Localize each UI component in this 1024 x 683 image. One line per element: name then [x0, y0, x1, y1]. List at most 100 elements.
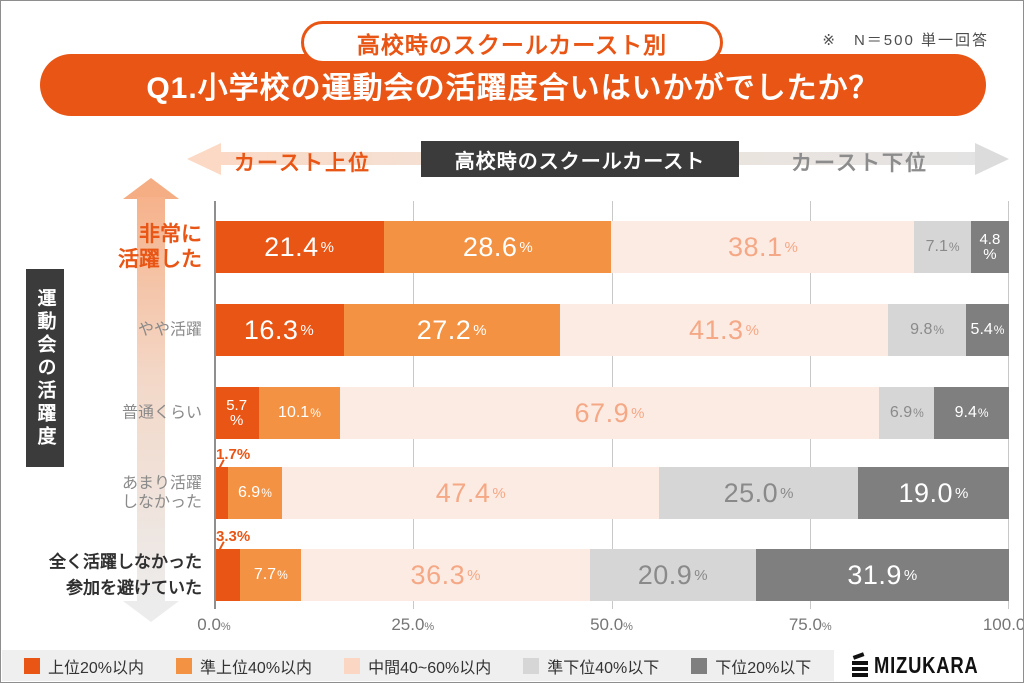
bar-segment: 4.8% — [970, 221, 1009, 273]
x-tick-label: 100.0% — [982, 615, 1024, 634]
bar-segment: 25.0% — [659, 467, 858, 519]
caste-arrow-right-head-icon — [975, 143, 1009, 175]
bar-segment: 67.9% — [339, 387, 880, 439]
legend-item: 下位20%以下 — [691, 654, 811, 678]
legend-label: 準上位40%以内 — [200, 659, 313, 677]
segment-value-label: 31.9 — [847, 559, 902, 590]
bar-segment: 9.8% — [888, 304, 967, 356]
bar-row: 21.4% 28.6% 38.1% 7.1% 4.8% — [214, 221, 1009, 273]
segment-value-label: 20.9 — [637, 559, 693, 590]
y-axis-title: 運動会の活躍度 — [34, 287, 56, 449]
bar-segment: 47.4% — [282, 467, 660, 519]
bar-segment: 5.7% — [214, 387, 260, 439]
bar-segment: 9.4% — [934, 387, 1009, 439]
bar-segment: 7.7% — [240, 549, 302, 601]
legend-item: 準下位40%以下 — [523, 654, 659, 678]
bar-segment: 36.3% — [301, 549, 590, 601]
bar-segment: 16.3% — [214, 304, 344, 356]
activity-arrow-up-head-icon — [123, 178, 179, 199]
legend-item: 上位20%以内 — [24, 654, 144, 678]
bar-segment: 19.0% — [857, 467, 1009, 519]
legend-swatch — [24, 657, 40, 674]
segment-value-label: 27.2 — [416, 314, 472, 345]
segment-value-label: 9.8 — [910, 321, 933, 338]
legend-swatch — [176, 657, 193, 674]
segment-value-label: 10.1 — [278, 404, 310, 421]
y-axis-title-box: 運動会の活躍度 — [26, 269, 64, 467]
bar-segment: 21.4% — [214, 221, 385, 273]
bar-row: 16.3% 27.2% 41.3% 9.8% 5.4% — [214, 304, 1009, 356]
category-label: 普通くらい — [121, 404, 202, 422]
segment-value-label: 36.3 — [410, 559, 466, 590]
survey-note: ※ N＝500 単一回答 — [822, 32, 989, 49]
legend-swatch — [523, 657, 540, 674]
bar-segment: 20.9% — [589, 549, 756, 601]
segment-value-label: 6.9 — [889, 404, 913, 421]
category-label: 全く活躍しなかった 参加を避けていた — [49, 552, 202, 598]
caste-center-label: 高校時のスクールカースト — [454, 150, 706, 173]
segment-value-label: 16.3 — [243, 314, 299, 345]
segment-value-label: 9.4 — [954, 404, 977, 421]
x-tick-label: 0.0% — [197, 615, 231, 634]
bar-segment: 10.1% — [259, 387, 340, 439]
caste-arrow-left-head-icon — [187, 143, 221, 175]
legend-label: 中間40~60%以内 — [368, 659, 492, 677]
bar-segment: 5.4% — [966, 304, 1009, 356]
category-label: 非常に 活躍した — [118, 222, 202, 271]
bar-segment: 28.6% — [384, 221, 612, 273]
bar-segment — [214, 549, 241, 601]
segment-value-label: 6.9 — [237, 484, 261, 501]
outside-value-label: 3.3% — [216, 528, 251, 545]
question-title: Q1.小学校の運動会の活躍度合いはいかがでしたか？ — [146, 72, 880, 105]
header-badge-label: 高校時のスクールカースト別 — [356, 31, 668, 58]
activity-arrow-down-head-icon — [123, 601, 179, 622]
bar-segment: 6.9% — [227, 467, 283, 519]
segment-value-label: 67.9 — [574, 397, 630, 428]
bar-row: 5.7% 10.1% 67.9% 6.9% 9.4% — [214, 387, 1009, 439]
legend-item: 準上位40%以内 — [176, 654, 312, 678]
caste-center-box: 高校時のスクールカースト — [421, 141, 739, 177]
activity-arrow-bar — [137, 197, 165, 603]
segment-value-label: 7.7 — [253, 566, 277, 583]
segment-value-label: 25.0 — [723, 477, 779, 508]
segment-value-label: 19.0 — [898, 477, 954, 508]
bar-segment — [214, 467, 228, 519]
x-tick-label: 75.0% — [788, 615, 832, 634]
legend-item: 中間40~60%以内 — [344, 654, 491, 678]
bar-row: 6.9% 47.4% 25.0% 19.0% — [214, 467, 1009, 519]
bar-segment: 38.1% — [611, 221, 915, 273]
caste-upper-label: カースト上位 — [234, 152, 371, 175]
bar-segment: 41.3% — [559, 304, 889, 356]
bar-segment: 7.1% — [914, 221, 971, 273]
segment-value-label: 21.4 — [264, 231, 319, 262]
segment-value-label: 5.7% — [226, 397, 248, 429]
logo-text: MIZUKARA — [873, 652, 979, 678]
segment-value-label: 5.4 — [970, 321, 993, 338]
legend-label: 上位20%以内 — [48, 659, 145, 677]
question-title-bar: Q1.小学校の運動会の活躍度合いはいかがでしたか？ — [40, 54, 986, 116]
x-tick-label: 50.0% — [590, 615, 633, 634]
category-label: あまり活躍 しなかった — [121, 474, 202, 511]
header-badge: 高校時のスクールカースト別 — [301, 21, 723, 64]
bar-segment: 6.9% — [879, 387, 935, 439]
outside-value-label: 1.7% — [216, 446, 251, 463]
bar-row: 7.7% 36.3% 20.9% 31.9% — [214, 549, 1009, 601]
category-label: やや活躍 — [137, 321, 202, 339]
segment-value-label: 28.6 — [462, 231, 518, 262]
plot-area: 0.0% 25.0% 50.0% 75.0% 100.0% 21.4%28.6%38.1%… — [197, 201, 1023, 634]
legend-label: 下位20%以下 — [715, 659, 812, 677]
segment-value-label: 4.8% — [979, 231, 1001, 263]
legend-swatch — [344, 657, 361, 674]
logo: MIZUKARA — [834, 650, 1022, 681]
segment-value-label: 41.3 — [689, 314, 744, 345]
legend-swatch — [691, 657, 708, 674]
bar-segment: 31.9% — [755, 549, 1009, 601]
legend-label: 準下位40%以下 — [547, 659, 660, 677]
segment-value-label: 47.4 — [435, 477, 491, 508]
axis-zero-line — [214, 201, 216, 609]
caste-lower-label: カースト下位 — [791, 152, 928, 175]
segment-value-label: 7.1 — [925, 238, 948, 255]
segment-value-label: 38.1 — [727, 231, 783, 262]
bar-segment: 27.2% — [343, 304, 560, 356]
